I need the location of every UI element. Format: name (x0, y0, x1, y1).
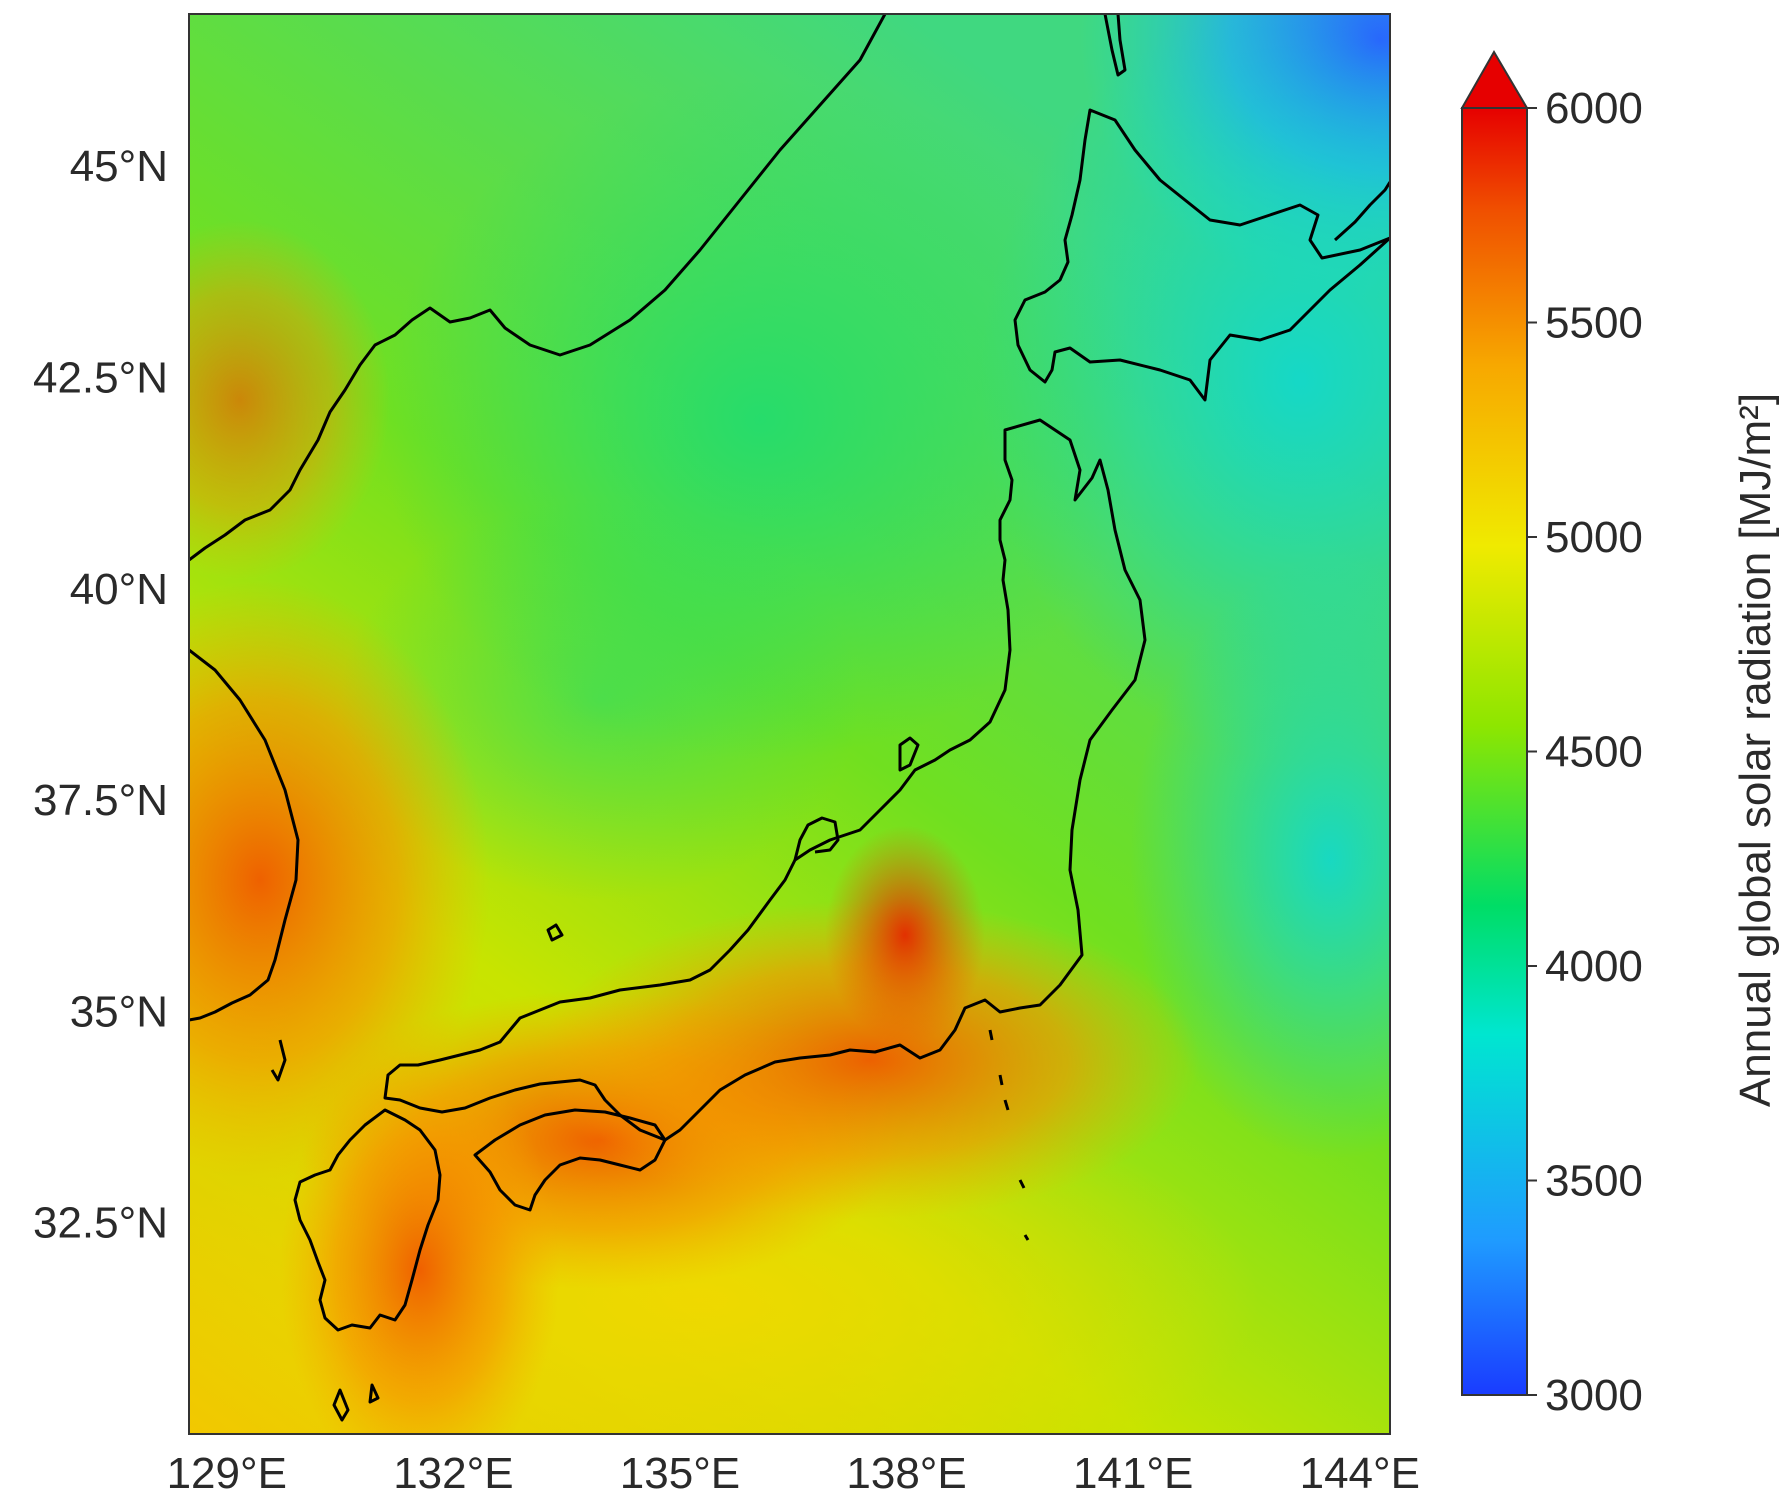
colorbar-tick-label: 3000 (1545, 1371, 1643, 1420)
coastline-ryukyu-islands (332, 1383, 380, 1422)
map-frame (188, 13, 1391, 1435)
colorbar-tick-label: 5500 (1545, 299, 1643, 348)
coastline-oki-island (546, 923, 564, 942)
coastline-sado-island (898, 736, 920, 772)
coastline-izu-islands (988, 1029, 1030, 1241)
coastline-tsushima (270, 1039, 287, 1082)
colorbar: 6000 5500 5000 4500 4000 3500 3000 Annual glob… (1460, 50, 1780, 1420)
coastline-honshu (383, 418, 1147, 1142)
lon-tick-label: 135°E (620, 1449, 740, 1498)
coastline-kyushu (293, 1108, 442, 1332)
lat-tick-label: 37.5°N (33, 776, 168, 825)
colorbar-gradient (1461, 107, 1528, 1396)
colorbar-ticks: 6000 5500 5000 4500 4000 3500 3000 (1527, 84, 1643, 1420)
lat-tick-label: 45°N (70, 142, 168, 191)
map-panel (189, 14, 1390, 1434)
coastline-hokkaido (1013, 108, 1390, 402)
radiation-high-kyushu-sea (280, 1050, 560, 1434)
lon-tick-label: 129°E (167, 1449, 287, 1498)
longitude-axis: 129°E 132°E 135°E 138°E 141°E 144°E (167, 1449, 1420, 1498)
colorbar-tick-label: 4500 (1545, 728, 1643, 777)
colorbar-tick-label: 6000 (1545, 84, 1643, 133)
lon-tick-label: 144°E (1300, 1449, 1420, 1498)
radiation-cyan-pacific (1130, 560, 1390, 1160)
coastline-korea (189, 648, 300, 1022)
lat-tick-label: 35°N (70, 987, 168, 1036)
colorbar-tick-label: 3500 (1545, 1157, 1643, 1206)
lon-tick-label: 132°E (393, 1449, 513, 1498)
coastline-kuril (1333, 181, 1390, 242)
lon-tick-label: 138°E (846, 1449, 966, 1498)
lat-tick-label: 40°N (70, 565, 168, 614)
radiation-high-northeast-china (189, 220, 390, 580)
coastlines (189, 14, 1390, 1422)
colorbar-tick-label: 5000 (1545, 513, 1643, 562)
colorbar-title: Annual global solar radiation [MJ/m²] (1731, 393, 1780, 1107)
coastline-sakhalin (1103, 14, 1127, 77)
latitude-axis: 45°N 42.5°N 40°N 37.5°N 35°N 32.5°N (33, 142, 168, 1248)
coastline-shikoku (473, 1108, 667, 1212)
colorbar-tick-label: 4000 (1545, 942, 1643, 991)
colorbar-extend-max-arrow (1460, 50, 1529, 109)
coastline-noto-peninsula (793, 816, 840, 861)
lon-tick-label: 141°E (1073, 1449, 1193, 1498)
radiation-high-honshu-south (540, 900, 1200, 1220)
lat-tick-label: 32.5°N (33, 1199, 168, 1248)
coastline-asia-mainland (189, 14, 887, 562)
lat-tick-label: 42.5°N (33, 353, 168, 402)
radiation-peak-central-japan (825, 825, 985, 1045)
